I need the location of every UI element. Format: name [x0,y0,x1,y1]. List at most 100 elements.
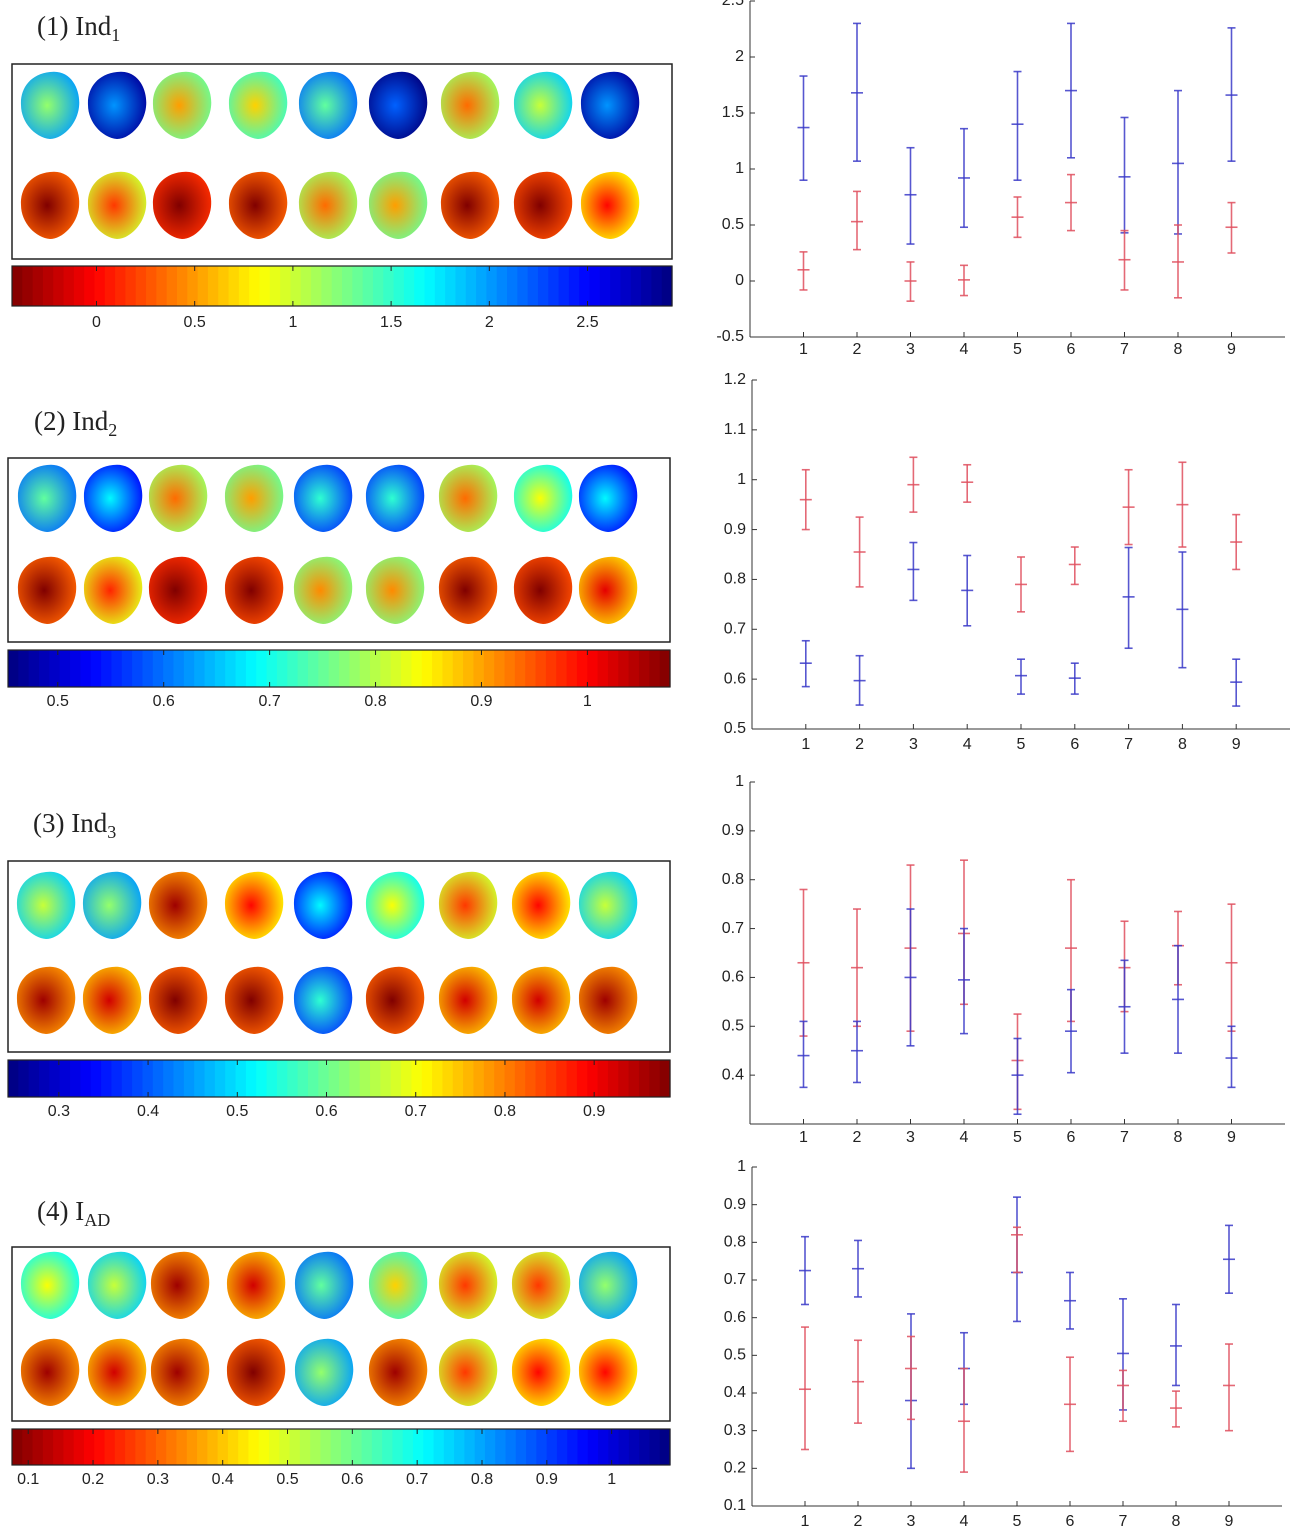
y-tick-label: 0.5 [724,1347,746,1364]
colorbar-segment [90,650,102,687]
y-tick-label: 1.2 [724,371,746,388]
y-tick-label: 0.6 [724,670,746,687]
heart-map [148,556,208,624]
y-tick-label: 0.4 [722,1066,744,1083]
colorbar-segment [84,266,96,306]
y-tick-label: 0.9 [724,521,746,538]
heart-map [224,464,284,532]
colorbar-segment [114,1429,126,1465]
colorbar-segment [649,1060,661,1097]
y-tick-label: 1 [735,773,744,790]
x-tick-label: 2 [854,1513,863,1529]
colorbar-segment [483,1060,495,1097]
colorbar-segment [589,266,601,306]
colorbar-segment [310,1429,322,1465]
colorbar-segment [59,650,71,687]
colorbar-segment [269,1429,280,1465]
colorbar-segment [556,650,568,687]
colorbar-segment [32,1429,44,1465]
colorbar-segment [300,266,312,306]
colorbar-tick-label: 0.4 [212,1471,234,1488]
colorbar-segment [402,1429,414,1465]
y-tick-label: 0.8 [724,1234,746,1251]
colorbar-segment [464,1429,476,1465]
heart-map [152,171,212,239]
colorbar-segment [194,1060,206,1097]
x-tick-label: 2 [855,736,864,753]
colorbar-segment [620,266,632,306]
colorbar-segment [186,1429,198,1465]
heart-map [148,966,208,1034]
map-frame [7,457,671,643]
heart-map [298,171,358,239]
heart-map [440,71,500,139]
colorbar-segment [204,650,216,687]
heart-map [16,871,76,939]
heart-map [578,556,638,624]
colorbar-tick-label: 0.8 [471,1471,493,1488]
heart-map [228,171,288,239]
colorbar-segment [403,266,415,306]
colorbar-segment [587,650,599,687]
heart-map [83,464,143,532]
colorbar-segment [101,650,113,687]
heart-map [148,464,208,532]
y-tick-label: 1 [737,1158,746,1175]
heart-map [365,966,425,1034]
colorbar-segment [494,650,506,687]
y-tick-label: 0.7 [722,920,744,937]
colorbar-segment [566,1060,578,1097]
colorbar-segment [455,266,467,306]
x-tick-label: 2 [853,1129,862,1146]
colorbar-segment [197,266,209,306]
colorbar-segment [235,650,247,687]
colorbar-segment [142,1060,154,1097]
colorbar-segment [433,1429,445,1465]
colorbar-segment [32,266,44,306]
colorbar-segment [536,1429,548,1465]
colorbar-tick-label: 0.7 [405,1103,427,1120]
colorbar-segment [597,1060,609,1097]
colorbar-segment [259,266,271,306]
colorbar-segment [359,650,371,687]
colorbar-segment [111,1060,123,1097]
x-tick-label: 8 [1174,341,1183,358]
heart-map [438,871,498,939]
colorbar-segment [568,266,580,306]
heart-map [438,1251,498,1319]
heart-map [293,464,353,532]
colorbar-tick-label: 0.3 [48,1103,70,1120]
heart-map [438,966,498,1034]
colorbar-segment [341,1429,352,1465]
colorbar-frame [7,1059,671,1098]
colorbar-segment [432,650,444,687]
colorbar-segment [556,1060,568,1097]
colorbar-tick-label: 1.5 [380,314,402,331]
colorbar-segment [638,650,650,687]
colorbar-segment [362,266,374,306]
title-text: (3) Ind [33,808,108,838]
x-tick-label: 4 [960,1129,969,1146]
heart-map [150,1251,210,1319]
colorbar-segment [342,266,353,306]
x-tick-label: 3 [909,736,918,753]
colorbar-segment [318,650,330,687]
colorbar-segment [290,266,302,306]
colorbar-segment [548,266,560,306]
colorbar-segment [328,1060,340,1097]
colorbar-segment [537,266,549,306]
colorbar-segment [307,1060,319,1097]
heart-map [20,1338,80,1406]
colorbar-segment [370,650,381,687]
colorbar-segment [339,1060,350,1097]
colorbar-segment [225,650,237,687]
x-tick-label: 9 [1227,341,1236,358]
colorbar-segment [545,1060,557,1097]
y-tick-label: 1.1 [724,421,746,438]
colorbar-segment [380,1060,392,1097]
colorbar-segment [349,650,361,687]
colorbar-segment [434,266,446,306]
colorbar-tick-label: 0.4 [137,1103,159,1120]
colorbar-segment [465,266,477,306]
